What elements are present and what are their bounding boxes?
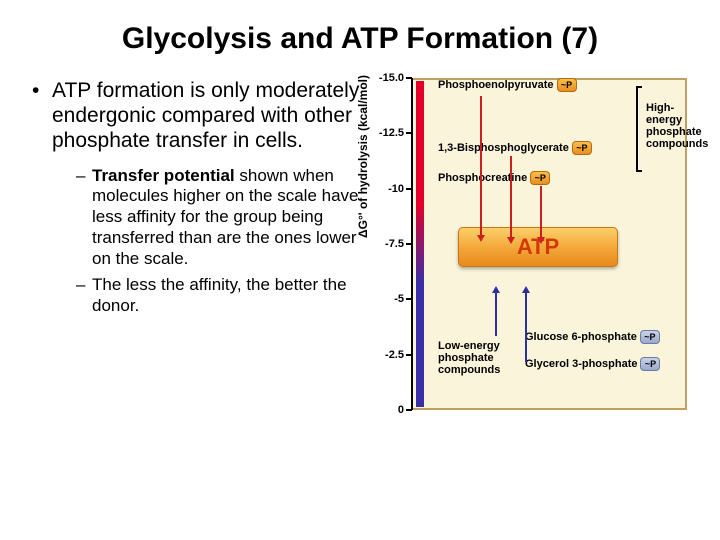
compound-row: Glucose 6-phosphate~P <box>525 330 660 344</box>
arrow-down-3 <box>540 186 542 238</box>
energy-gradient-bar <box>416 81 424 407</box>
phosphate-icon: ~P <box>557 78 577 92</box>
compound-label: Glycerol 3-phosphate <box>525 358 637 370</box>
sub-bullet-1: Transfer potential shown when molecules … <box>76 166 360 270</box>
tick-label: -7.5 <box>370 238 404 250</box>
phosphate-icon: ~P <box>572 141 592 155</box>
arrow-down-1 <box>480 96 482 236</box>
compound-row: Phosphocreatine~P <box>438 171 550 185</box>
compound-label: Glucose 6-phosphate <box>525 331 637 343</box>
atp-box: ATP <box>458 227 618 267</box>
compound-row: Glycerol 3-phosphate~P <box>525 357 660 371</box>
axis-tick <box>406 77 412 79</box>
phosphate-icon: ~P <box>640 357 660 371</box>
tick-label: -2.5 <box>370 349 404 361</box>
tick-label: 0 <box>370 404 404 416</box>
content-row: ATP formation is only moderately endergo… <box>0 78 720 438</box>
text-column: ATP formation is only moderately endergo… <box>20 78 360 438</box>
axis-tick <box>406 188 412 190</box>
compound-label: Phosphocreatine <box>438 172 527 184</box>
axis-tick <box>406 298 412 300</box>
arrow-down-2 <box>510 156 512 238</box>
y-axis-label: ΔG°' of hydrolysis (kcal/mol) <box>356 75 370 238</box>
energy-scale-figure: ΔG°' of hydrolysis (kcal/mol) -15.0-12.5… <box>360 78 700 438</box>
arrow-up-1 <box>495 292 497 336</box>
label-high-energy: High-energyphosphatecompounds <box>646 102 708 150</box>
main-bullet: ATP formation is only moderately endergo… <box>28 78 360 154</box>
tick-label: -15.0 <box>370 72 404 84</box>
compound-label: 1,3-Bisphosphoglycerate <box>438 142 569 154</box>
compound-row: Phosphoenolpyruvate~P <box>438 78 577 92</box>
sub-bullet-2: The less the affinity, the better the do… <box>76 275 360 316</box>
tick-label: -10 <box>370 183 404 195</box>
phosphate-icon: ~P <box>530 171 550 185</box>
axis-tick <box>406 243 412 245</box>
brace-high <box>636 86 644 172</box>
tick-label: -5 <box>370 293 404 305</box>
axis-tick <box>406 409 412 411</box>
axis-tick <box>406 354 412 356</box>
tick-label: -12.5 <box>370 127 404 139</box>
label-low-energy: Low-energyphosphatecompounds <box>438 340 508 376</box>
arrow-up-2 <box>525 292 527 362</box>
axis-tick <box>406 132 412 134</box>
sub-bullet-list: Transfer potential shown when molecules … <box>28 166 360 317</box>
transfer-potential-term: Transfer potential <box>92 166 235 185</box>
slide-title: Glycolysis and ATP Formation (7) <box>0 0 720 78</box>
compound-label: Phosphoenolpyruvate <box>438 79 554 91</box>
compound-row: 1,3-Bisphosphoglycerate~P <box>438 141 592 155</box>
phosphate-icon: ~P <box>640 330 660 344</box>
